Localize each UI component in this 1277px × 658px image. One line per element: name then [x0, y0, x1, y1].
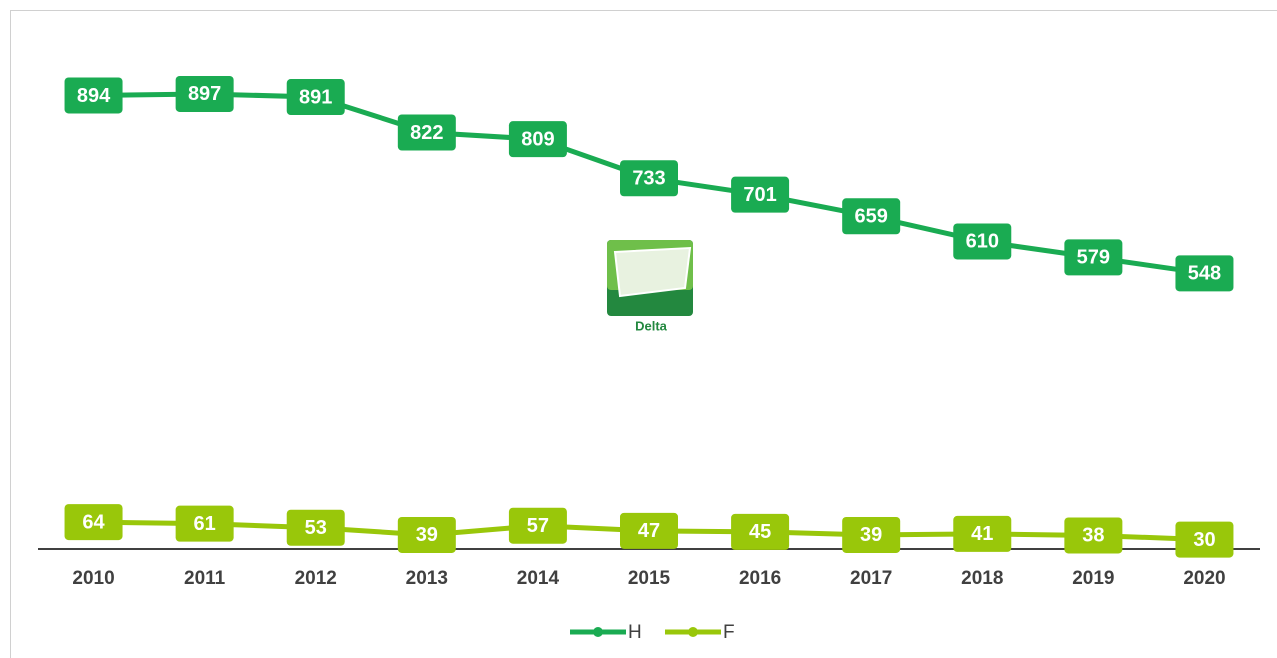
data-label-box	[175, 75, 234, 112]
data-label: 39	[416, 524, 438, 546]
data-label-box	[64, 504, 123, 541]
data-label: 39	[860, 524, 882, 546]
data-label: 57	[527, 515, 549, 537]
data-label: 894	[77, 85, 111, 107]
x-tick-label: 2018	[961, 568, 1003, 589]
data-label: 809	[521, 128, 554, 150]
data-label: 47	[638, 520, 660, 542]
data-label: 610	[966, 231, 999, 253]
data-label: 38	[1082, 525, 1104, 547]
data-label: 64	[82, 511, 105, 533]
logo-glider	[613, 246, 692, 298]
x-tick-label: 2011	[184, 568, 226, 589]
legend-marker	[688, 627, 698, 637]
data-label: 548	[1188, 263, 1221, 285]
x-tick-label: 2013	[406, 568, 448, 589]
data-label-box	[731, 513, 790, 550]
data-label-box	[842, 516, 901, 553]
data-label-box	[953, 515, 1012, 552]
data-label-box	[620, 512, 678, 549]
data-label: 733	[632, 168, 665, 190]
data-label-box	[1064, 239, 1123, 276]
data-label: 45	[749, 521, 771, 543]
data-label-box	[175, 505, 234, 542]
data-label: 897	[188, 83, 221, 105]
data-label: 61	[194, 513, 216, 535]
x-tick-label: 2015	[628, 568, 671, 589]
x-tick-label: 2016	[739, 568, 781, 589]
data-label: 701	[743, 184, 776, 206]
data-label-box	[508, 121, 567, 158]
data-label-box	[286, 509, 345, 546]
data-label-box	[397, 114, 456, 151]
x-tick-label: 2017	[850, 568, 892, 589]
x-tick-label: 2010	[72, 568, 114, 589]
legend-marker	[593, 627, 603, 637]
data-label-box	[397, 516, 456, 553]
logo: Delta	[596, 238, 698, 334]
x-tick-label: 2014	[517, 568, 560, 589]
data-label-box	[620, 160, 678, 197]
data-label-box	[286, 79, 345, 116]
data-label: 891	[299, 86, 332, 108]
data-label: 579	[1077, 247, 1110, 269]
data-label: 53	[305, 517, 327, 539]
data-label-box	[1175, 255, 1234, 292]
x-tick-label: 2012	[295, 568, 337, 589]
data-label-box	[1064, 517, 1123, 554]
data-label: 30	[1193, 529, 1215, 551]
data-label-box	[508, 507, 567, 544]
legend-label: H	[628, 622, 642, 643]
logo-text: Delta	[635, 318, 668, 333]
legend-label: F	[723, 622, 735, 643]
x-tick-label: 2019	[1072, 568, 1114, 589]
data-label: 41	[971, 523, 993, 545]
data-label-box	[1175, 521, 1234, 558]
data-label-box	[953, 223, 1012, 260]
x-tick-label: 2020	[1183, 568, 1225, 589]
data-label-box	[64, 77, 123, 114]
data-label: 822	[410, 122, 443, 144]
data-label-box	[842, 198, 901, 235]
data-label: 659	[854, 206, 887, 228]
data-label-box	[731, 176, 790, 213]
